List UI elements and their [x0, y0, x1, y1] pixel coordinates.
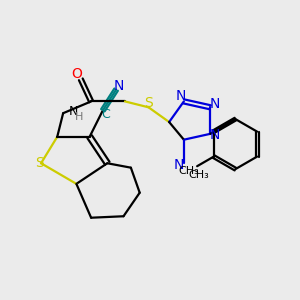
Text: N: N — [210, 97, 220, 111]
Text: N: N — [210, 128, 220, 142]
Text: O: O — [71, 67, 82, 81]
Text: N: N — [173, 158, 184, 172]
Text: S: S — [35, 156, 44, 170]
Text: N: N — [176, 89, 186, 103]
Text: CH₃: CH₃ — [188, 170, 209, 180]
Text: S: S — [144, 96, 153, 110]
Text: N: N — [114, 79, 124, 93]
Text: C: C — [101, 108, 110, 121]
Text: N: N — [69, 105, 78, 118]
Text: H: H — [75, 112, 83, 122]
Text: CH₃: CH₃ — [178, 166, 199, 176]
